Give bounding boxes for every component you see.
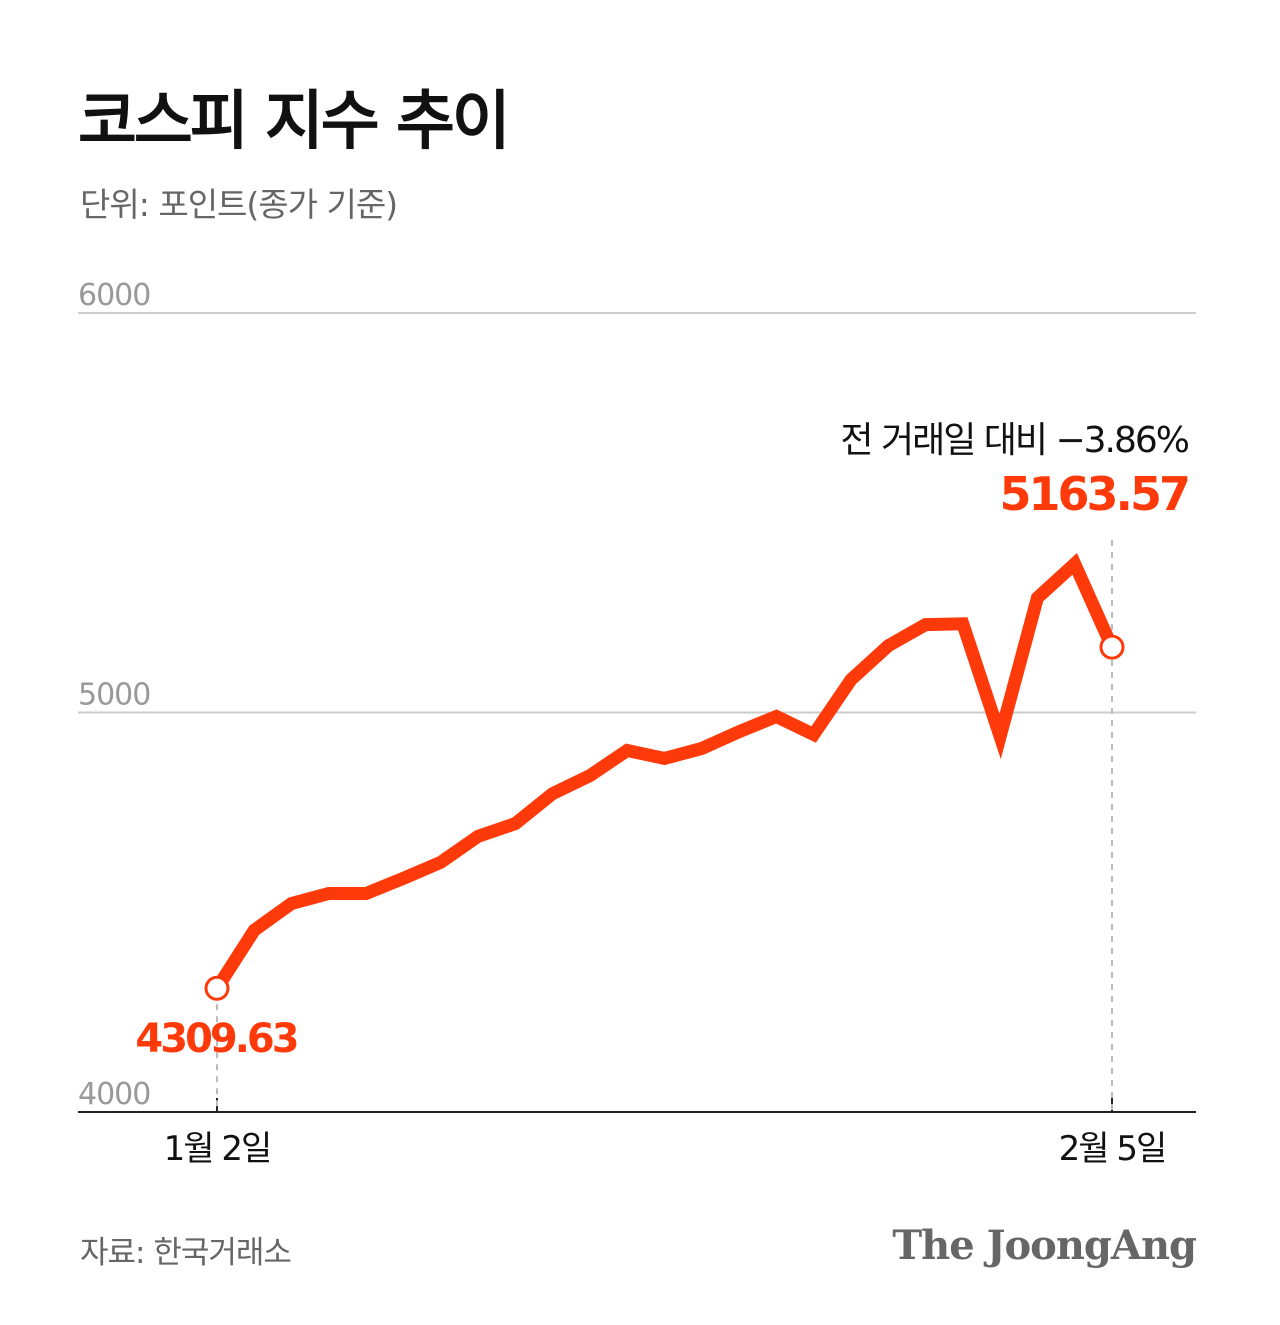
- chart-title: 코스피 지수 추이: [78, 85, 511, 159]
- y-tick-label: 4000: [78, 1077, 150, 1112]
- unit-label: 단위: 포인트(종가 기준): [80, 185, 398, 224]
- change-label: 전 거래일 대비 −3.86%: [840, 420, 1188, 461]
- endpoint-marker: [1099, 634, 1125, 660]
- x-tick-label: 1월 2일: [164, 1129, 271, 1169]
- y-tick-label: 6000: [78, 278, 150, 313]
- y-tick-label: 5000: [78, 678, 150, 713]
- start-value-label: 4309.63: [135, 1016, 296, 1062]
- publisher-logo: The JoongAng: [892, 1222, 1197, 1269]
- source-label: 자료: 한국거래소: [80, 1235, 292, 1271]
- endpoint-marker: [204, 975, 230, 1001]
- end-value-label: 5163.57: [999, 467, 1188, 521]
- x-tick-label: 2월 5일: [1059, 1129, 1166, 1169]
- kospi-series-line: [210, 553, 1119, 995]
